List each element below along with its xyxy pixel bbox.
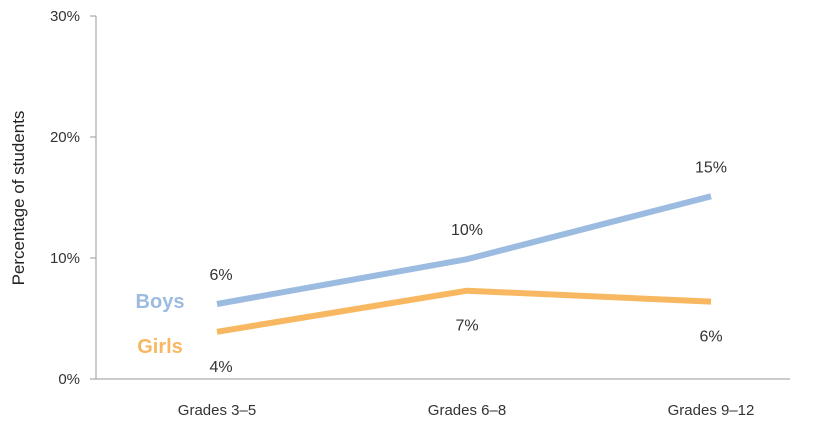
data-label-girls: 6% [699, 329, 722, 346]
y-tick-label: 0% [58, 371, 80, 388]
y-axis-title: Percentage of students [9, 111, 28, 286]
y-tick-label: 10% [50, 250, 80, 267]
y-tick-labels: 0% 10% 20% 30% [50, 8, 80, 388]
y-tick-label: 30% [50, 8, 80, 25]
series-label-boys: Boys [136, 291, 185, 313]
series-line-girls [216, 287, 712, 335]
series-line-boys [216, 193, 712, 307]
x-tick-label: Grades 6–8 [428, 402, 506, 419]
axes [90, 15, 790, 380]
series-label-girls: Girls [137, 336, 183, 358]
x-tick-label: Grades 9–12 [668, 402, 755, 419]
x-tick-labels: Grades 3–5 Grades 6–8 Grades 9–12 [178, 402, 755, 419]
series-names: Boys Girls [136, 291, 185, 358]
data-label-girls: 7% [455, 318, 478, 335]
data-label-boys: 10% [451, 222, 483, 239]
series-lines [216, 193, 712, 335]
y-tick-label: 20% [50, 129, 80, 146]
data-labels: 6% 10% 15% 4% 7% 6% [209, 159, 727, 376]
data-label-boys: 15% [695, 159, 727, 176]
data-label-girls: 4% [209, 359, 232, 376]
x-tick-label: Grades 3–5 [178, 402, 256, 419]
data-label-boys: 6% [209, 267, 232, 284]
